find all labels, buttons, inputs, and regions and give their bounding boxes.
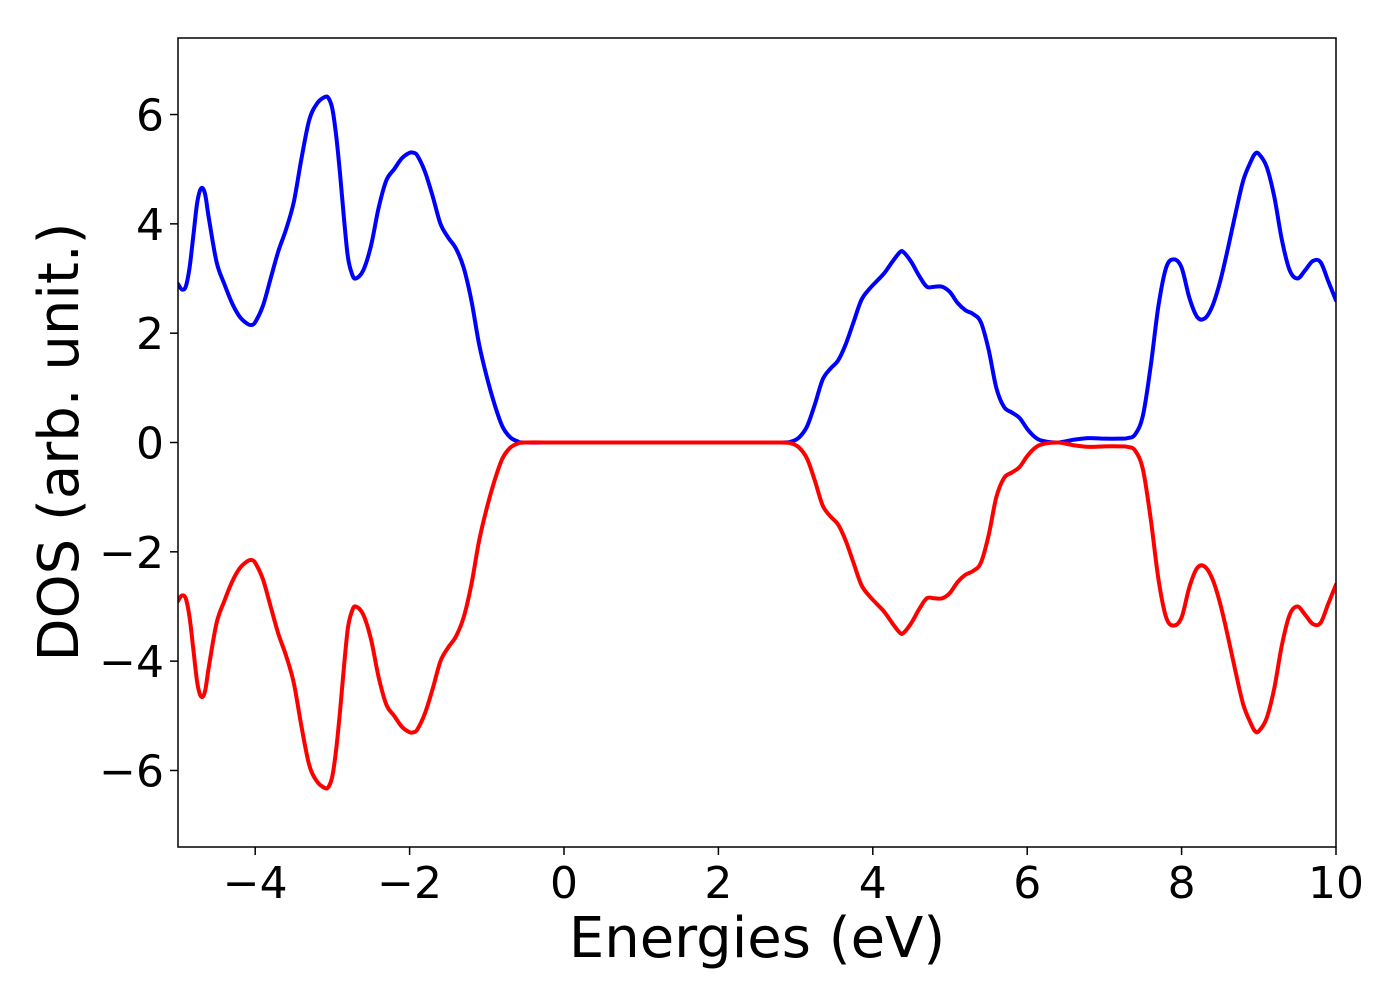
- series-layer: [178, 94, 1336, 791]
- x-axis-label: Energies (eV): [569, 906, 945, 971]
- y-axis-ticks: −6 −4 −2 0 2 4 6: [99, 91, 178, 797]
- x-tick-label: −2: [377, 858, 442, 909]
- y-tick-label: 2: [136, 309, 164, 360]
- y-tick-label: 6: [136, 91, 164, 142]
- x-tick-label: 6: [1013, 858, 1041, 909]
- y-tick-label: 0: [136, 419, 164, 470]
- y-tick-label: −4: [99, 637, 164, 688]
- y-tick-label: 4: [136, 200, 164, 251]
- x-tick-label: 4: [859, 858, 887, 909]
- x-tick-label: 8: [1168, 858, 1196, 909]
- dos-series-1-line: [178, 94, 1336, 445]
- x-tick-label: 2: [704, 858, 732, 909]
- x-tick-label: 0: [550, 858, 578, 909]
- x-axis-ticks: −4 −2 0 2 4 6 8 10: [223, 847, 1364, 909]
- y-axis-label: DOS (arb. unit.): [27, 222, 92, 661]
- y-tick-label: −6: [99, 746, 164, 797]
- y-tick-label: −2: [99, 528, 164, 579]
- dos-series-2-line: [178, 440, 1336, 791]
- x-tick-label: −4: [223, 858, 288, 909]
- x-tick-label: 10: [1308, 858, 1364, 909]
